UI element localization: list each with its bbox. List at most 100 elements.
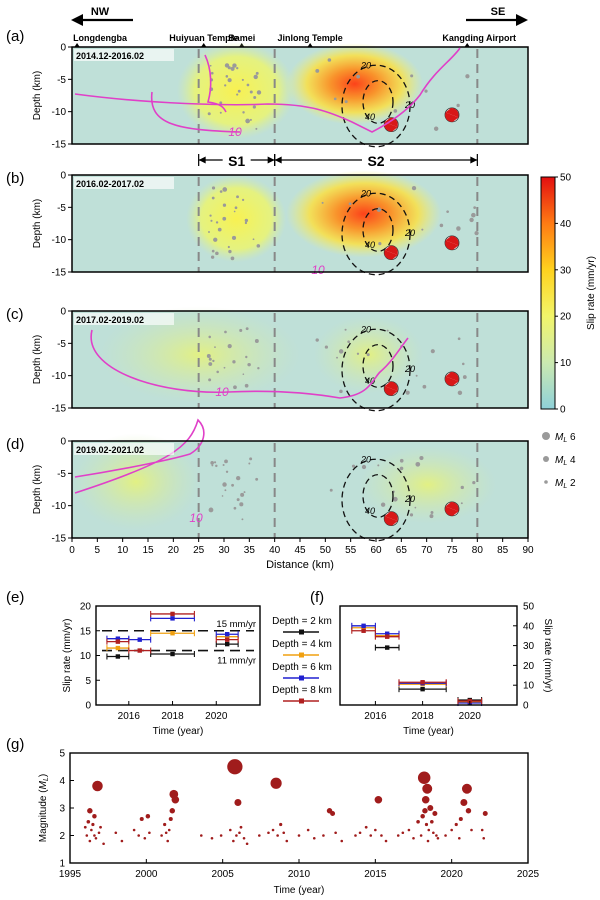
earthquake-dot — [231, 235, 237, 240]
slip-rate-patch — [72, 433, 200, 531]
earthquake-dot — [225, 75, 229, 78]
x-tick-label: 2005 — [212, 869, 235, 880]
earthquake-dot — [399, 458, 404, 463]
earthquake-marker — [432, 811, 438, 816]
y-tick-label: 3 — [59, 804, 65, 815]
earthquake-dot — [465, 74, 470, 79]
data-point — [128, 647, 152, 654]
earthquake-dot — [223, 366, 226, 369]
contour-label-20: 20 — [360, 188, 371, 198]
y-tick-label: 15 — [80, 626, 92, 637]
earthquake-marker — [171, 795, 180, 804]
earthquake-marker — [417, 771, 431, 785]
panel-letter: (g) — [6, 736, 24, 753]
beachball-quadrant — [384, 122, 398, 132]
contour-label-20b: 20 — [404, 100, 415, 110]
earthquake-dot — [230, 66, 235, 71]
earthquake-marker — [137, 834, 140, 837]
earthquake-dot — [213, 237, 218, 242]
earthquake-dot — [208, 362, 213, 366]
earthquake-marker — [83, 825, 87, 829]
data-point — [374, 644, 400, 651]
earthquake-dot — [224, 489, 227, 492]
earthquake-marker — [369, 834, 373, 837]
earthquake-dot — [222, 216, 227, 221]
earthquake-dot — [422, 384, 427, 389]
earthquake-dot — [242, 111, 245, 114]
magnitude-legend-label: ML 4 — [555, 455, 576, 467]
y-axis-label: Slip rate (mm/yr) — [62, 619, 73, 693]
earthquake-marker — [276, 834, 279, 837]
magnitude-subscript: L — [563, 437, 567, 444]
x-tick-label: 50 — [320, 545, 332, 556]
colorbar-tick-label: 40 — [560, 219, 572, 230]
earthquake-dot — [210, 461, 214, 465]
x-tick-label: 2018 — [411, 711, 434, 722]
earthquake-marker — [334, 831, 337, 835]
reference-line-label: 15 mm/yr — [216, 619, 256, 630]
earthquake-marker — [235, 834, 238, 837]
earthquake-dot — [457, 390, 463, 396]
earthquake-dot — [472, 481, 476, 485]
earthquake-dot — [247, 362, 251, 367]
contour-label-20b: 20 — [404, 364, 415, 374]
place-label: Kangding Airport — [442, 33, 516, 43]
y-tick-label: 1 — [59, 859, 65, 870]
earthquake-dot — [424, 89, 428, 93]
x-tick-label: 90 — [522, 545, 534, 556]
x-tick-label: 15 — [142, 545, 154, 556]
point-marker — [385, 631, 390, 636]
slip-rate-patch — [176, 42, 296, 140]
legend-label: Depth = 4 km — [272, 639, 332, 650]
x-tick-label: 2016 — [364, 711, 387, 722]
earthquake-dot — [256, 90, 262, 95]
earthquake-marker — [461, 783, 472, 794]
segment-arrow — [274, 156, 282, 164]
point-marker — [115, 639, 121, 644]
point-marker — [170, 631, 175, 636]
beachball-quadrant — [384, 386, 398, 396]
y-axis-label: Depth (km) — [32, 335, 43, 384]
earthquake-dot — [235, 475, 241, 481]
chart-frame — [339, 605, 518, 706]
y-tick-label: -5 — [57, 203, 66, 214]
point-marker — [115, 654, 121, 659]
earthquake-dot — [241, 78, 244, 81]
earthquake-dot — [255, 127, 258, 130]
y-tick-label: -5 — [57, 339, 66, 350]
earthquake-dot — [224, 459, 228, 464]
earthquake-dot — [228, 249, 232, 254]
x-tick-label: 25 — [193, 545, 205, 556]
nw-label: NW — [91, 6, 110, 18]
point-marker — [225, 632, 230, 637]
period-label-bg — [74, 49, 174, 61]
contour-label-40: 40 — [365, 506, 375, 516]
earthquake-dot — [254, 339, 259, 343]
earthquake-marker — [421, 795, 430, 804]
earthquake-dot — [414, 506, 417, 509]
y-tick-label: 40 — [523, 621, 535, 632]
x-tick-label: 1995 — [59, 869, 82, 880]
earthquake-marker — [427, 828, 431, 832]
earthquake-dot — [419, 455, 424, 461]
earthquake-dot — [339, 389, 343, 394]
y-tick-label: 5 — [85, 676, 91, 687]
earthquake-dot — [347, 340, 350, 343]
point-marker — [225, 641, 230, 647]
y-label-prefix: Magnitude ( — [38, 789, 49, 842]
beachball-quadrant — [445, 112, 459, 122]
earthquake-dot — [399, 466, 404, 471]
earthquake-dot — [446, 210, 449, 214]
earthquake-dot — [253, 96, 257, 99]
earthquake-dot — [239, 328, 243, 332]
x-axis-label: Time (year) — [274, 885, 325, 896]
segment-label: S1 — [228, 153, 245, 169]
segment-label-bg — [222, 151, 251, 169]
y-tick-label: -10 — [52, 107, 67, 118]
earthquake-dot — [208, 378, 212, 382]
point-marker — [385, 634, 390, 639]
se-label: SE — [491, 6, 506, 18]
earthquake-marker — [267, 831, 270, 835]
contour-40 — [362, 79, 394, 124]
focal-mechanism — [444, 371, 460, 387]
